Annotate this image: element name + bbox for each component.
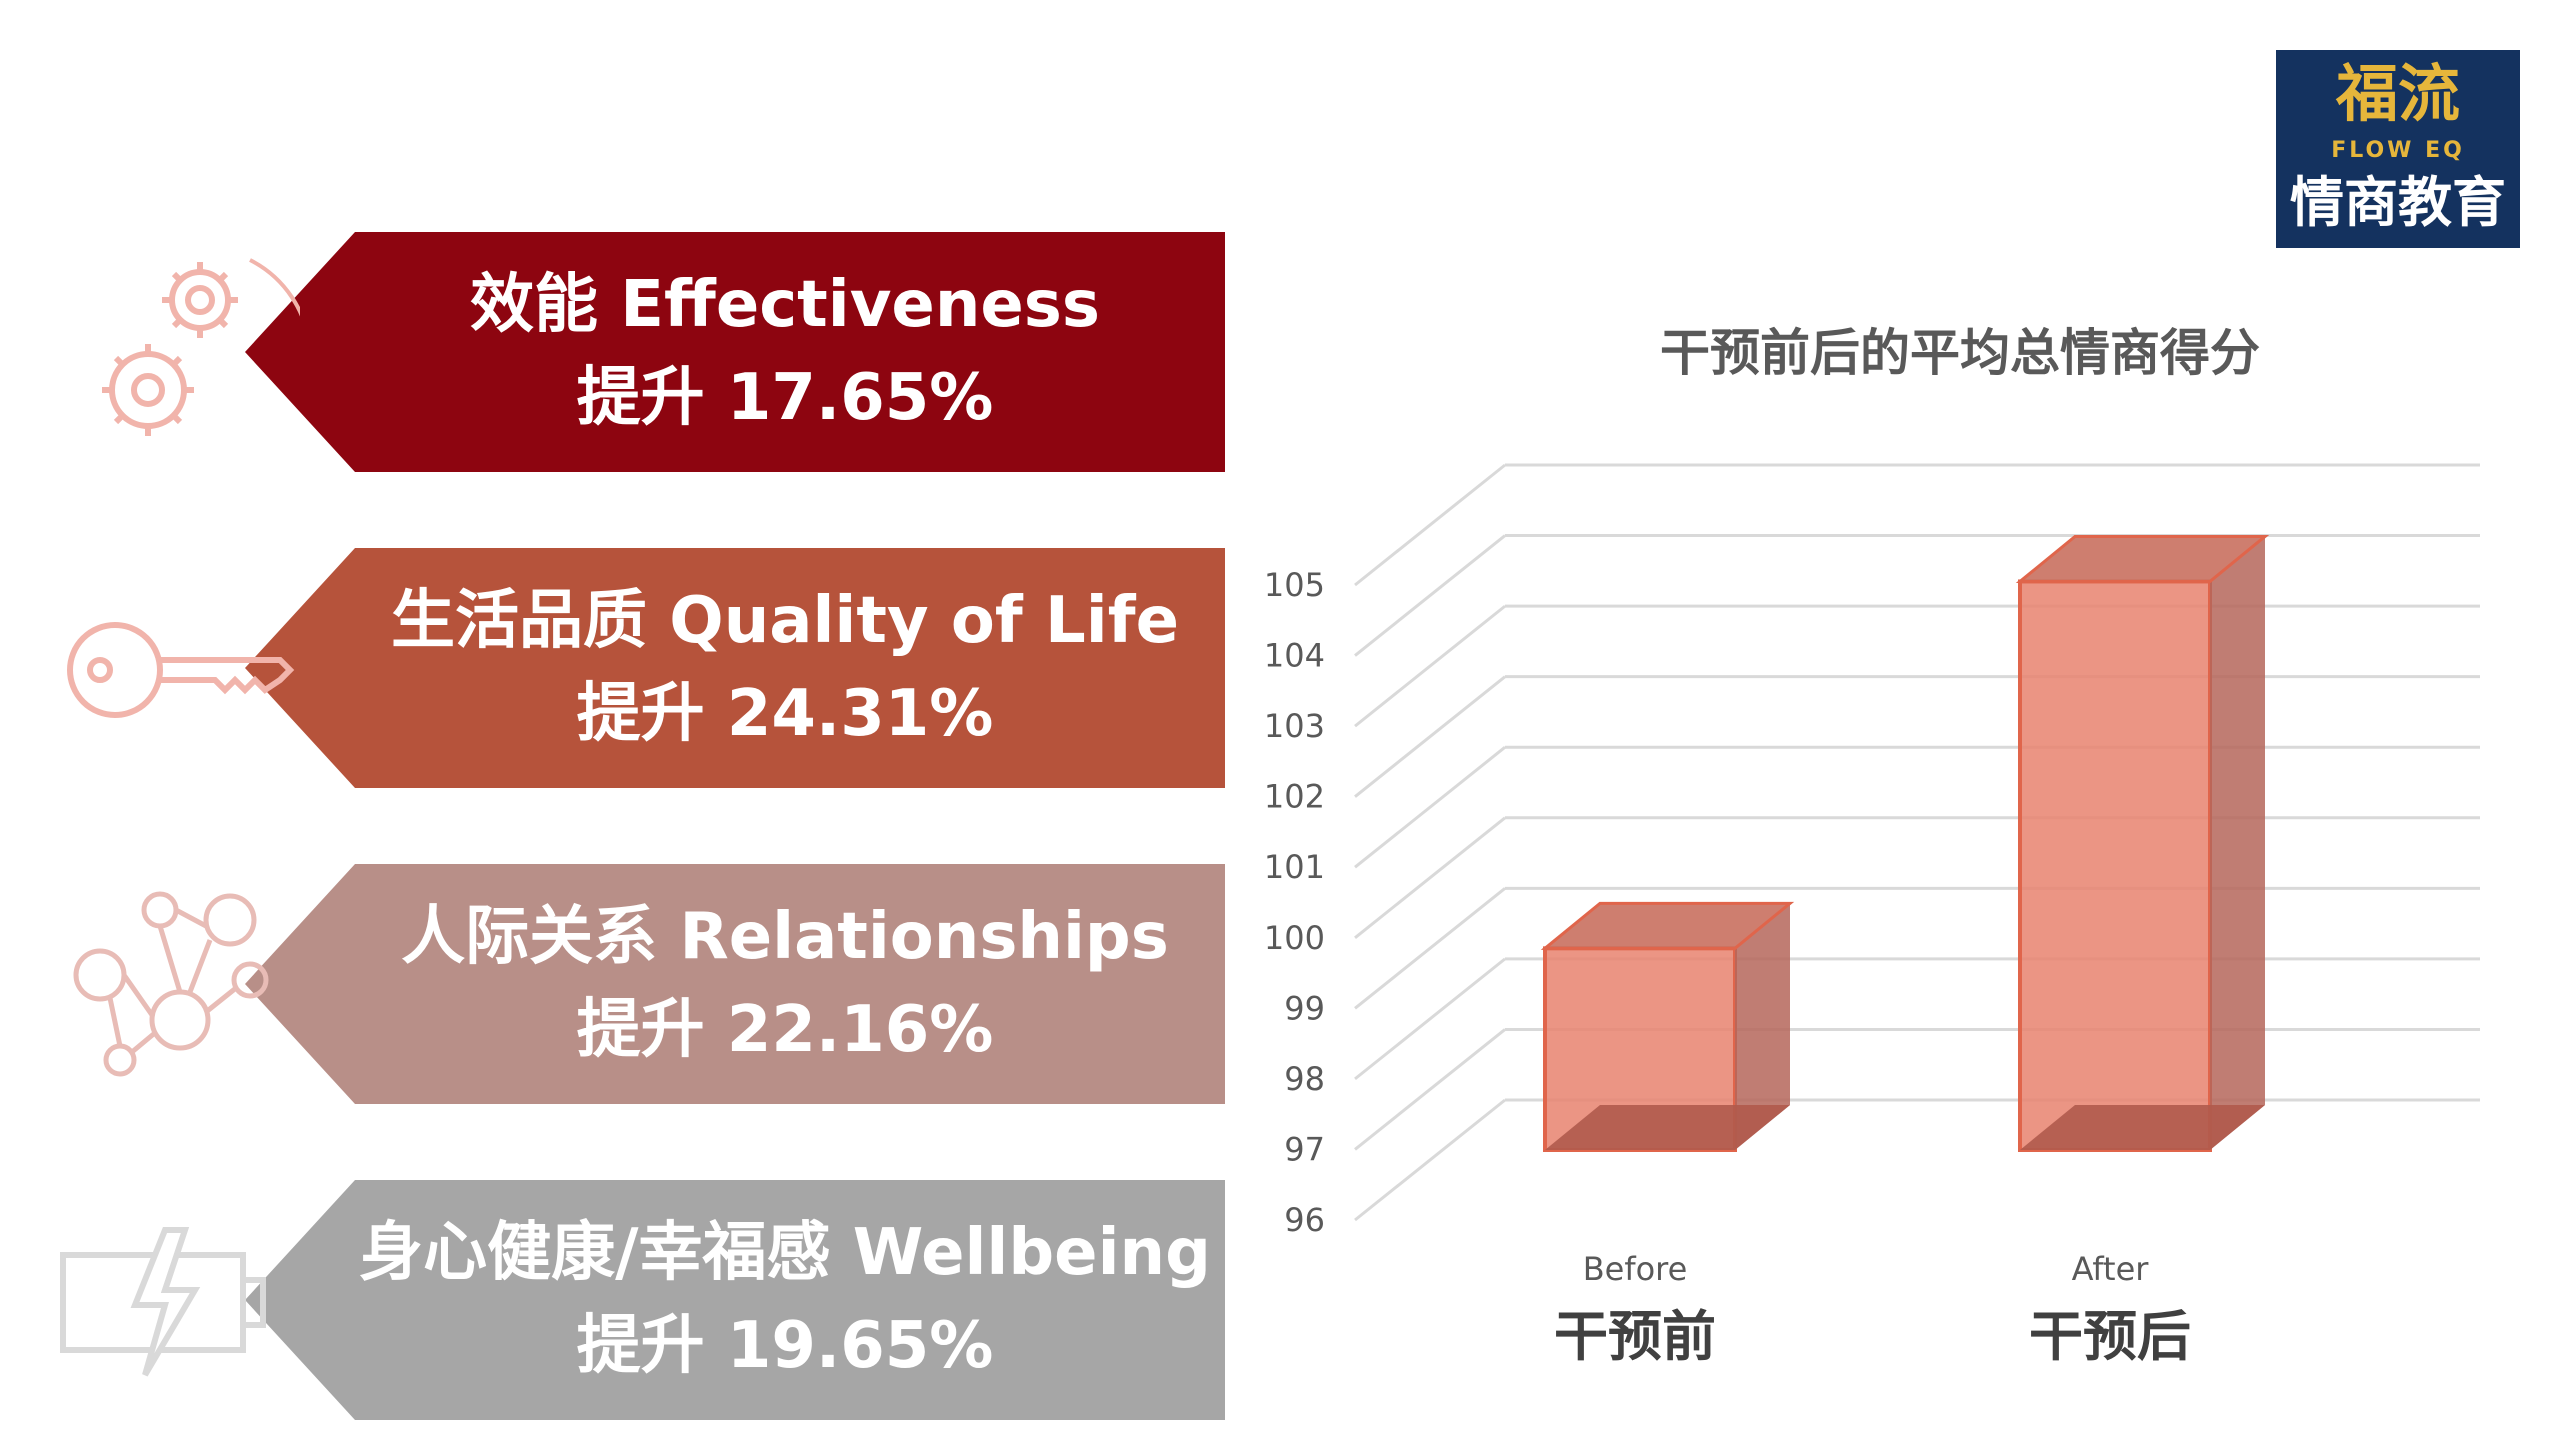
- bar-layer: [1540, 534, 2270, 1152]
- banner-value: 提升 24.31%: [576, 677, 994, 751]
- grid-layer: [1354, 463, 2480, 1222]
- bar-side-1: [2210, 536, 2265, 1150]
- tick-layer: 96 97 98 99 100 101 102 103 104 105: [1264, 566, 1325, 1239]
- banner-title: 身心健康/幸福感 Wellbeing: [359, 1215, 1211, 1290]
- grid-line-diagonal: [1354, 1098, 1506, 1222]
- y-tick-label: 99: [1284, 989, 1325, 1027]
- banner-value: 提升 17.65%: [576, 361, 994, 435]
- banner-quality-of-life: 生活品质 Quality of Life 提升 24.31%: [245, 548, 1225, 788]
- bar-base-0: [1545, 1105, 1790, 1150]
- logo-main: 情商教育: [2290, 171, 2506, 234]
- grid-line-diagonal: [1354, 1028, 1506, 1151]
- banner-value: 提升 22.16%: [576, 993, 994, 1067]
- x-sublabel: After: [2072, 1250, 2150, 1288]
- banner-title: 生活品质 Quality of Life: [391, 583, 1179, 658]
- banner-effectiveness: 效能 Effectiveness 提升 17.65%: [245, 232, 1225, 472]
- y-tick-label: 102: [1264, 778, 1325, 816]
- x-tick-label: 干预后: [2029, 1305, 2191, 1368]
- x-tick-label: 干预前: [1554, 1305, 1716, 1368]
- battery-icon: [60, 1227, 266, 1377]
- grid-line-diagonal: [1354, 675, 1506, 798]
- flow-eq-logo: 福流 FLOW EQ 情商教育: [2276, 50, 2520, 248]
- y-tick-label: 96: [1284, 1201, 1325, 1239]
- grid-line-diagonal: [1354, 816, 1506, 939]
- logo-mark: 福流: [2335, 57, 2460, 130]
- logo-sub: FLOW EQ: [2331, 138, 2465, 163]
- grid-line-diagonal: [1354, 887, 1506, 1010]
- x-sublabel: Before: [1583, 1250, 1688, 1288]
- grid-line-diagonal: [1354, 957, 1506, 1081]
- banner-value: 提升 19.65%: [576, 1309, 994, 1383]
- banner-title: 效能 Effectiveness: [470, 267, 1100, 342]
- bar-base-1: [2020, 1105, 2265, 1150]
- banner-relationships: 人际关系 Relationships 提升 22.16%: [245, 864, 1225, 1104]
- grid-line-diagonal: [1354, 463, 1506, 587]
- gears-icon: [102, 258, 300, 436]
- y-tick-label: 105: [1264, 566, 1325, 604]
- grid-line-diagonal: [1354, 604, 1506, 728]
- banner-wellbeing: 身心健康/幸福感 Wellbeing 提升 19.65%: [245, 1180, 1225, 1420]
- bar-top-0: [1540, 901, 1795, 950]
- bar-side-0: [1735, 903, 1790, 1150]
- grid-line-diagonal: [1354, 534, 1506, 657]
- bar-1: [2018, 579, 2212, 1152]
- banner-title: 人际关系 Relationships: [401, 899, 1169, 974]
- network-icon: [73, 891, 269, 1077]
- y-tick-label: 98: [1284, 1060, 1325, 1098]
- chart-title: 干预前后的平均总情商得分: [1660, 324, 2260, 382]
- bar-chart: 干预前后的平均总情商得分 96979899100101102103104105 …: [1264, 324, 2480, 1368]
- key-icon: [67, 622, 295, 718]
- grid-line-diagonal: [1354, 746, 1506, 869]
- label-layer: Before 干预前 After 干预后: [1554, 1250, 2191, 1368]
- y-tick-label: 97: [1284, 1130, 1325, 1168]
- bar-top-1: [2015, 534, 2270, 583]
- y-tick-label: 103: [1264, 707, 1325, 745]
- y-tick-label: 100: [1264, 919, 1325, 957]
- y-tick-label: 101: [1264, 848, 1325, 886]
- y-tick-label: 104: [1264, 637, 1325, 675]
